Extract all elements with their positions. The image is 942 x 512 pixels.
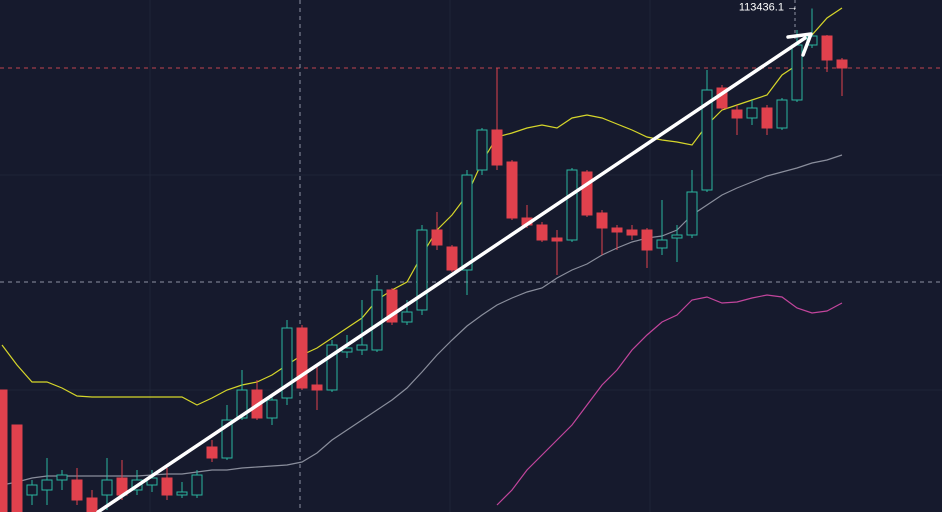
candle-body bbox=[191, 474, 203, 496]
candle-body bbox=[176, 491, 188, 496]
candle-body bbox=[266, 399, 278, 419]
arrow-head bbox=[786, 32, 813, 57]
high-label: 113436.1 → bbox=[739, 1, 798, 13]
candle-body bbox=[746, 107, 758, 119]
candle-body bbox=[506, 161, 518, 219]
candle-body bbox=[611, 227, 623, 233]
candle-body bbox=[671, 234, 683, 239]
candle-body bbox=[476, 129, 488, 171]
candle-body bbox=[581, 171, 593, 216]
candle-body bbox=[686, 191, 698, 236]
candle-body bbox=[386, 289, 398, 323]
candle-body bbox=[656, 239, 668, 249]
candle-body bbox=[461, 174, 473, 271]
candle-body bbox=[776, 99, 788, 129]
candle-body bbox=[221, 419, 233, 459]
trend-arrow bbox=[96, 32, 813, 512]
trend-line bbox=[96, 36, 807, 512]
candle-body bbox=[731, 109, 743, 119]
candle-body bbox=[86, 497, 98, 512]
candle-body bbox=[11, 424, 23, 512]
candle-body bbox=[701, 89, 713, 191]
candle-body bbox=[836, 59, 848, 69]
candle-body bbox=[281, 327, 293, 399]
candle-body bbox=[311, 384, 323, 391]
candle-body bbox=[26, 484, 38, 496]
plot bbox=[0, 7, 848, 512]
candle-body bbox=[566, 169, 578, 241]
candle-body bbox=[491, 129, 503, 166]
candle-body bbox=[146, 477, 158, 486]
candle-body bbox=[41, 479, 53, 491]
candle-body bbox=[371, 289, 383, 351]
candle-body bbox=[446, 246, 458, 271]
candle-body bbox=[596, 212, 608, 229]
candle-body bbox=[356, 344, 368, 351]
candle-body bbox=[0, 389, 8, 512]
candle-body bbox=[236, 389, 248, 419]
candle-body bbox=[761, 107, 773, 129]
candle-body bbox=[56, 474, 68, 481]
candle-body bbox=[101, 479, 113, 496]
candle-body bbox=[791, 44, 803, 101]
indicator-line bbox=[1, 154, 843, 486]
candle-body bbox=[626, 229, 638, 236]
candle-body bbox=[296, 327, 308, 389]
candle-body bbox=[206, 446, 218, 459]
candle-body bbox=[326, 344, 338, 391]
candle-body bbox=[536, 224, 548, 241]
candle-body bbox=[641, 229, 653, 251]
indicator-line bbox=[496, 294, 843, 506]
candle-body bbox=[431, 229, 443, 246]
candle-body bbox=[161, 477, 173, 496]
candle-body bbox=[821, 35, 833, 61]
candle-body bbox=[71, 479, 83, 501]
candle-body bbox=[551, 237, 563, 242]
candle-body bbox=[401, 311, 413, 323]
candle-body bbox=[416, 229, 428, 311]
